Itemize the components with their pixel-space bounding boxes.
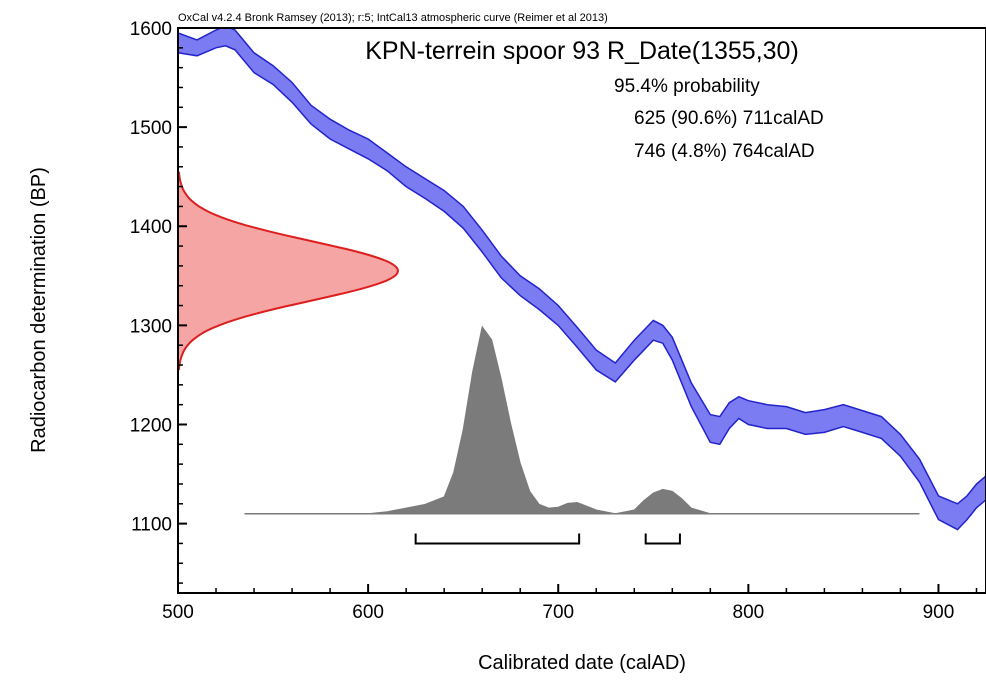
probability-label: 95.4% probability — [614, 76, 760, 97]
x-tick-label: 900 — [923, 602, 955, 623]
chart-title: KPN-terrein spoor 93 R_Date(1355,30) — [365, 37, 799, 65]
intcal13-curve-upper — [178, 28, 986, 505]
y-tick-label: 1100 — [131, 515, 172, 536]
calibrated-date-distribution — [244, 325, 920, 515]
y-tick-label: 1400 — [130, 217, 172, 238]
y-tick-label: 1300 — [130, 316, 172, 337]
x-tick-label: 500 — [162, 602, 194, 623]
radiocarbon-date-distribution — [178, 171, 398, 370]
x-tick-label: 700 — [542, 602, 574, 623]
intcal13-curve-lower — [178, 45, 986, 531]
range-label-2: 746 (4.8%) 764calAD — [634, 141, 815, 162]
y-tick-label: 1600 — [130, 19, 172, 40]
x-tick-label: 600 — [352, 602, 384, 623]
range-bar-1 — [414, 533, 581, 545]
radiocarbon-date-outline — [178, 171, 400, 371]
plot-area — [178, 28, 986, 545]
intcal13-curve-band — [178, 28, 986, 530]
y-tick-label: 1200 — [130, 415, 172, 436]
y-axis: 1100 1200 1300 1400 1500 1600 — [130, 19, 187, 584]
x-axis-title: Calibrated date (calAD) — [478, 652, 686, 674]
range-label-1: 625 (90.6%) 711calAD — [634, 108, 824, 129]
y-axis-title: Radiocarbon determination (BP) — [28, 167, 50, 453]
software-header: OxCal v4.2.4 Bronk Ramsey (2013); r:5; I… — [178, 12, 608, 24]
plot-frame — [177, 27, 986, 594]
x-tick-label: 800 — [733, 602, 765, 623]
y-tick-label: 1500 — [130, 118, 172, 139]
range-bar-2 — [644, 533, 681, 545]
x-axis: 500 600 700 800 900 — [162, 584, 978, 623]
